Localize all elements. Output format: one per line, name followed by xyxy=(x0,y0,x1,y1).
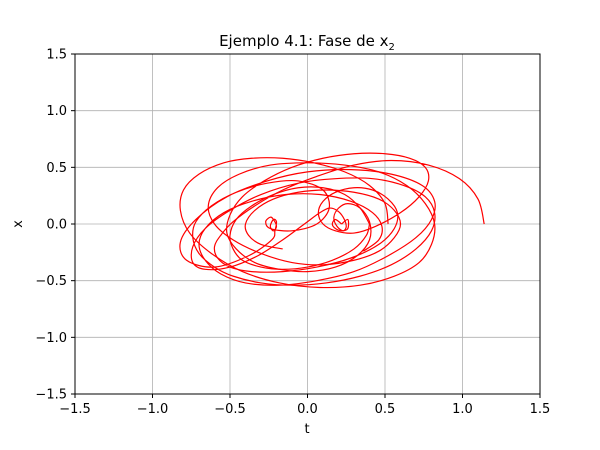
series-layer xyxy=(179,152,485,289)
y-tick-label-5: 1.0 xyxy=(46,104,67,119)
series-line-2 xyxy=(229,186,371,270)
x-tick-label-4: 0.5 xyxy=(375,402,396,417)
x-axis-ticks: −1.5 −1.0 −0.5 0.0 0.5 1.0 1.5 xyxy=(59,394,550,417)
y-tick-label-3: 0.0 xyxy=(46,218,67,233)
series-line-1 xyxy=(179,157,436,289)
x-axis-label: t xyxy=(304,422,309,437)
y-tick-label-1: −1.0 xyxy=(35,331,67,346)
y-tick-label-2: −0.5 xyxy=(35,274,67,289)
x-tick-label-0: −1.5 xyxy=(59,402,91,417)
y-tick-label-4: 0.5 xyxy=(46,161,67,176)
plot-area: −1.5 −1.0 −0.5 0.0 0.5 1.0 1.5 −1.5 −1.0 −0.5 0.0… xyxy=(35,48,550,418)
y-axis-label: x xyxy=(11,220,26,228)
series-line-0 xyxy=(179,152,485,286)
x-tick-label-3: 0.0 xyxy=(297,402,318,417)
y-tick-label-6: 1.5 xyxy=(46,48,67,63)
x-tick-label-6: 1.5 xyxy=(530,402,551,417)
y-tick-label-0: −1.5 xyxy=(35,388,67,403)
x-tick-label-5: 1.0 xyxy=(452,402,473,417)
series-line-3 xyxy=(331,218,350,232)
chart-title-text: Ejemplo 4.1: Fase de x xyxy=(219,32,389,50)
chart-title: Ejemplo 4.1: Fase de x2 xyxy=(219,32,395,53)
x-tick-label-1: −1.0 xyxy=(137,402,169,417)
x-tick-label-2: −0.5 xyxy=(214,402,246,417)
y-axis-ticks: −1.5 −1.0 −0.5 0.0 0.5 1.0 1.5 xyxy=(35,48,75,403)
chart-title-subscript: 2 xyxy=(389,42,395,53)
